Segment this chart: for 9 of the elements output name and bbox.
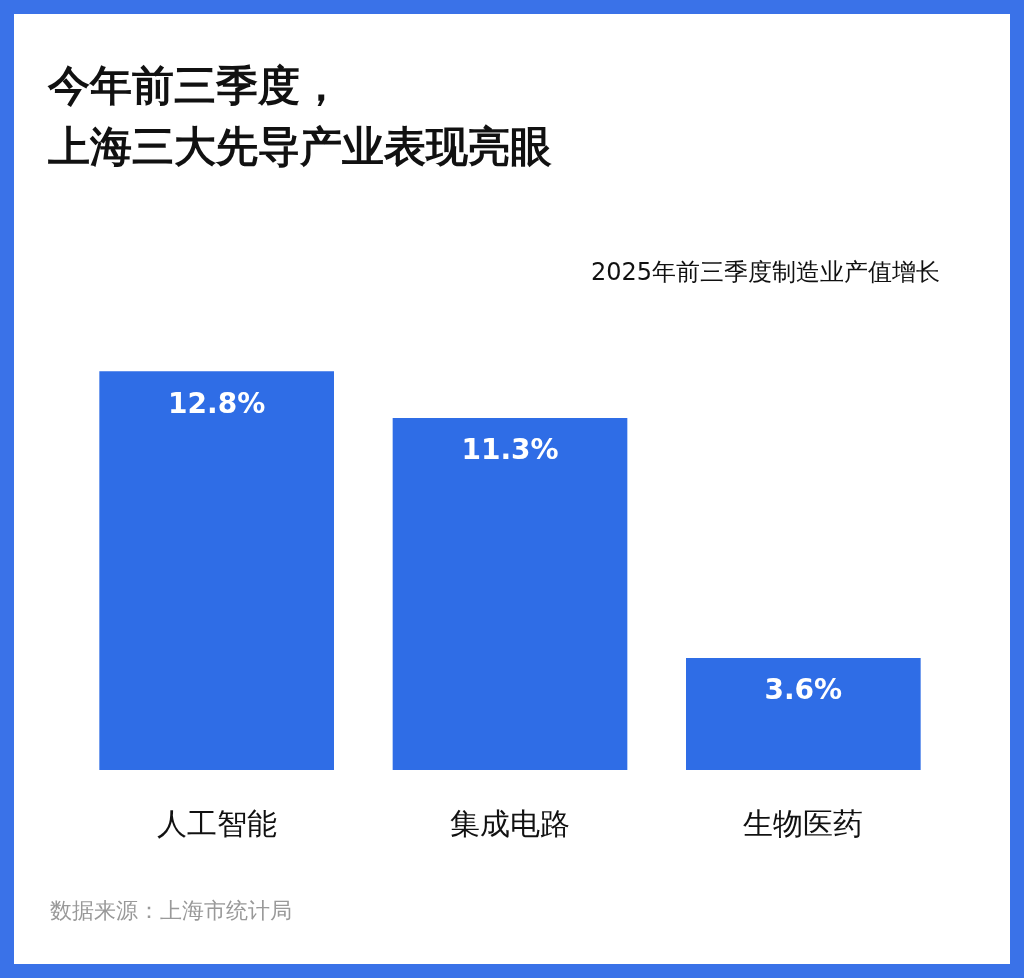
x-tick-label: 生物医药 — [743, 805, 864, 841]
x-tick-label: 人工智能 — [156, 805, 277, 841]
x-tick-label: 集成电路 — [450, 805, 570, 841]
data-label: 11.3% — [461, 433, 559, 467]
data-label: 3.6% — [764, 673, 843, 707]
source-note: 数据来源：上海市统计局 — [50, 897, 292, 925]
chart-subtitle: 2025年前三季度制造业产值增长 — [590, 257, 940, 288]
data-label: 12.8% — [168, 386, 266, 420]
chart-title: 今年前三季度，上海三大先导产业表现亮眼 — [48, 61, 552, 171]
